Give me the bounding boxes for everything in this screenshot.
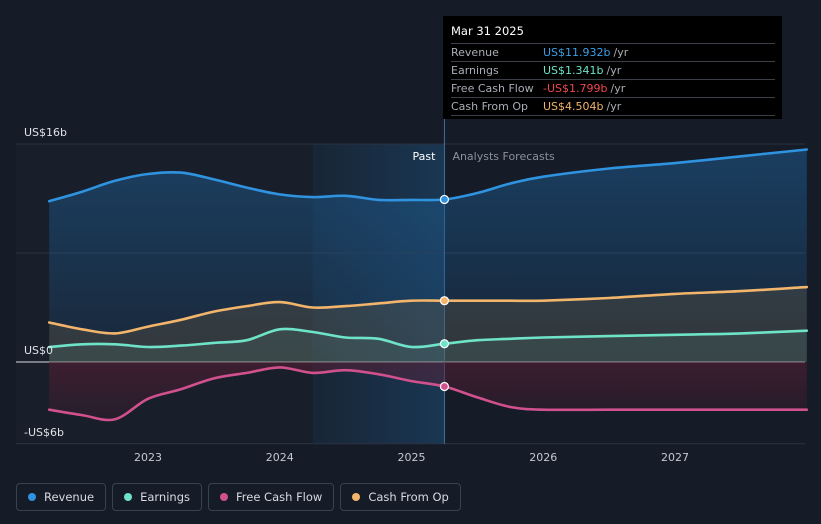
y-tick-label: US$16b [24,126,67,139]
tooltip-label: Earnings [451,64,499,77]
x-tick-label: 2026 [529,451,557,464]
revenue-marker [439,194,450,205]
legend-label: Cash From Op [368,490,449,504]
x-tick-label: 2024 [266,451,294,464]
tooltip-unit: /yr [613,46,629,59]
cash-from-op-area [49,287,807,362]
free-cash-flow-dot-icon [220,493,228,501]
legend-label: Free Cash Flow [236,490,323,504]
tooltip-value: US$1.341b [543,64,604,77]
legend-item-free-cash-flow[interactable]: Free Cash Flow [208,483,335,511]
cash-from-op-line [47,285,809,335]
legend-item-earnings[interactable]: Earnings [112,483,202,511]
earnings-dot-icon [124,493,133,501]
x-tick-label: 2027 [661,451,689,464]
tooltip-row-revenue: Revenue US$11.932b /yr [451,44,775,62]
tooltip-value: US$11.932b [543,46,611,59]
earnings-line [47,327,809,349]
legend: Revenue Earnings Free Cash Flow Cash Fro… [16,483,461,511]
tooltip-row-earnings: Earnings US$1.341b /yr [451,62,775,80]
legend-item-revenue[interactable]: Revenue [16,483,107,511]
past-label: Past [413,150,437,163]
revenue-area [49,149,807,362]
free-cash-flow-area [49,362,807,421]
tooltip-label: Revenue [451,46,499,59]
tooltip-label: Cash From Op [451,100,529,113]
free-cash-flow-line [47,366,809,422]
free-cash-flow-marker [439,381,450,392]
tooltip-unit: /yr [610,82,626,95]
tooltip-unit: /yr [606,100,622,113]
legend-label: Earnings [140,490,190,504]
forecast-label: Analysts Forecasts [452,150,555,163]
tooltip: Mar 31 2025 Revenue US$11.932b /yr Earni… [443,16,782,119]
legend-item-cash-from-op[interactable]: Cash From Op [340,483,461,511]
tooltip-value: -US$1.799b [543,82,608,95]
legend-label: Revenue [44,490,95,504]
revenue-line [47,148,809,203]
earnings-marker [439,339,450,349]
tooltip-value: US$4.504b [543,100,604,113]
y-tick-label: US$0 [24,344,53,357]
cash-from-op-dot-icon [352,493,361,501]
tooltip-date: Mar 31 2025 [451,23,775,44]
tooltip-row-free-cash-flow: Free Cash Flow -US$1.799b /yr [451,80,775,98]
tooltip-label: Free Cash Flow [451,82,534,95]
y-tick-label: -US$6b [24,426,64,439]
revenue-dot-icon [28,493,36,501]
tooltip-row-cash-from-op: Cash From Op US$4.504b /yr [451,98,775,116]
x-tick-label: 2025 [398,451,426,464]
tooltip-unit: /yr [606,64,622,77]
cash-from-op-marker [439,296,450,306]
x-tick-label: 2023 [134,451,162,464]
